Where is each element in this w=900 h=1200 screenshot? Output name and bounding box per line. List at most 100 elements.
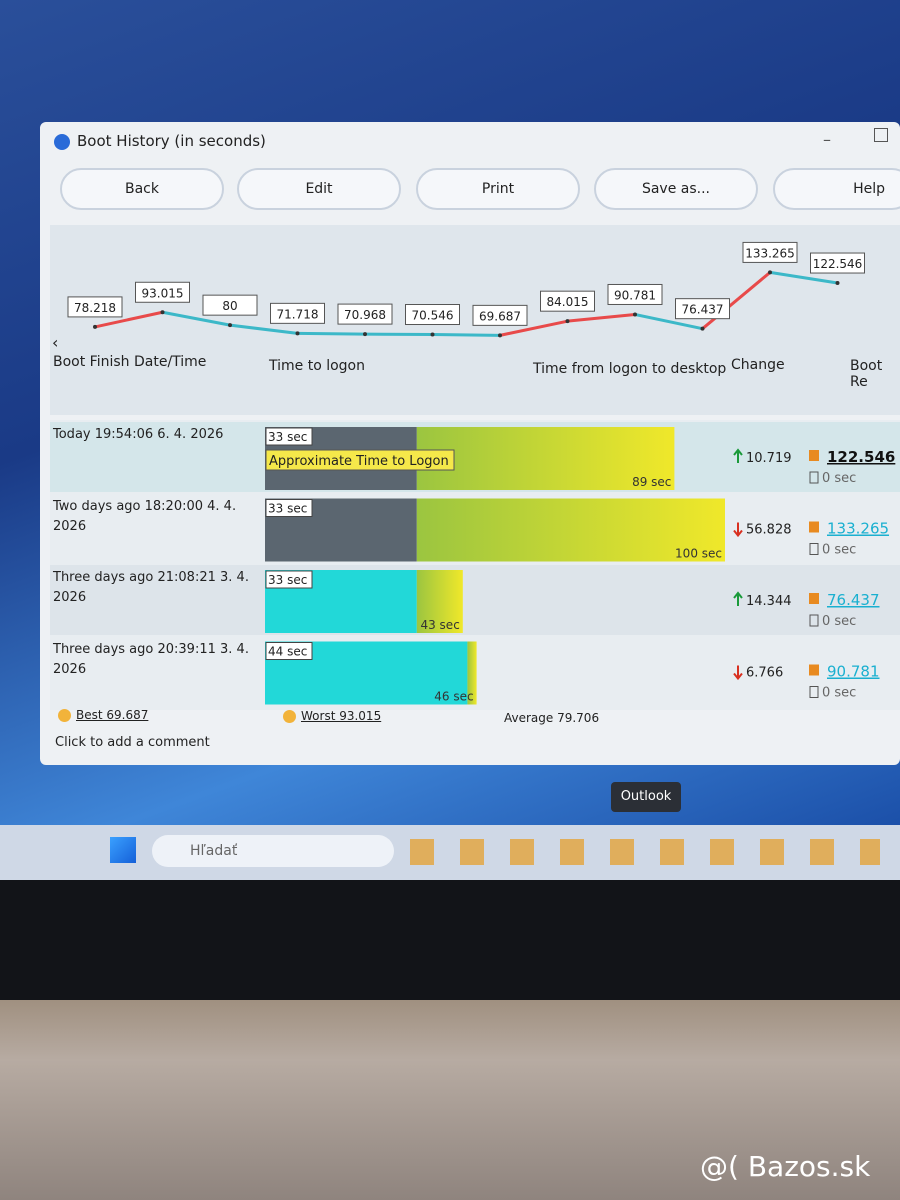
- total-label: 100 sec: [675, 547, 722, 561]
- minimize-button[interactable]: –: [823, 130, 831, 149]
- change-value: 6.766: [746, 666, 783, 681]
- history-label: 76.437: [682, 303, 724, 317]
- history-label: 78.218: [74, 301, 116, 315]
- save-button[interactable]: Save as...: [594, 168, 758, 210]
- taskbar-icons[interactable]: [410, 839, 880, 865]
- history-segment: [229, 323, 298, 335]
- history-label-box: [675, 298, 730, 320]
- logon-label: 44 sec: [268, 645, 307, 659]
- average: Average 79.706: [504, 711, 600, 725]
- arrow-up: [733, 591, 743, 606]
- history-point: [565, 319, 570, 324]
- hourglass-icon: [809, 614, 819, 627]
- history-label: 80: [222, 299, 237, 313]
- history-label: 93.015: [142, 286, 184, 300]
- history-point: [498, 333, 502, 338]
- extra-value: 0 sec: [822, 686, 856, 701]
- best-link[interactable]: Best 69.687: [76, 708, 149, 722]
- history-segment: [769, 270, 838, 285]
- search-box[interactable]: Hľadať: [152, 835, 394, 867]
- taskbar: Hľadať: [0, 825, 900, 880]
- total-label: 89 sec: [632, 475, 671, 489]
- history-segment: [94, 310, 163, 329]
- help-button[interactable]: Help: [773, 168, 900, 210]
- column-header: Time from logon to desktop: [533, 361, 727, 377]
- history-label-box: [270, 302, 325, 324]
- edit-button[interactable]: Edit: [237, 168, 401, 210]
- logon-label-box: [265, 499, 313, 517]
- change-value: 56.828: [746, 523, 792, 538]
- taskbar-tooltip: Outlook: [611, 782, 681, 812]
- total-label: 46 sec: [434, 690, 473, 704]
- history-label-box: [67, 296, 123, 318]
- tooltip-box: [265, 449, 455, 471]
- column-header: Change: [731, 357, 785, 373]
- tooltip: Approximate Time to Logon: [269, 454, 449, 469]
- extra-value: 0 sec: [822, 614, 856, 629]
- history-label-box: [607, 283, 663, 305]
- boot-value[interactable]: 133.265: [827, 520, 889, 538]
- boot-value[interactable]: 76.437: [827, 591, 880, 609]
- logon-label: 33 sec: [268, 573, 307, 587]
- row-date: Three days ago 21:08:21 3. 4. 2026: [53, 570, 249, 605]
- history-segment: [567, 312, 636, 323]
- trophy-icon: [809, 664, 819, 676]
- history-label: 122.546: [813, 257, 863, 271]
- start-button[interactable]: [110, 837, 136, 863]
- history-segment: [162, 310, 231, 327]
- scroll-left[interactable]: ‹: [52, 333, 59, 352]
- history-label-box: [742, 241, 798, 263]
- arrow-down: [733, 522, 743, 538]
- history-point: [93, 324, 97, 329]
- history-point: [228, 323, 232, 328]
- extra-value: 0 sec: [822, 543, 856, 558]
- logon-label-box: [265, 642, 313, 660]
- history-point: [768, 270, 772, 275]
- worst-link[interactable]: Worst 93.015: [301, 709, 382, 723]
- history-segment: [432, 333, 501, 337]
- desktop-bar: [467, 641, 477, 705]
- row-background: [50, 565, 900, 635]
- change-value: 14.344: [746, 594, 792, 609]
- history-label: 84.015: [547, 295, 589, 309]
- hourglass-icon: [809, 543, 819, 555]
- watermark: @( Bazos.sk: [700, 1150, 871, 1183]
- history-segment: [701, 271, 771, 330]
- logon-label: 33 sec: [268, 502, 307, 516]
- history-label-box: [810, 252, 865, 274]
- history-label: 69.687: [479, 309, 521, 323]
- maximize-button[interactable]: [874, 128, 888, 142]
- row-date: Three days ago 20:39:11 3. 4. 2026: [53, 641, 249, 677]
- history-segment: [499, 319, 568, 337]
- history-label: 71.718: [277, 307, 319, 321]
- history-segment: [297, 331, 366, 336]
- desktop-bar: [416, 427, 675, 490]
- extra-value: 0 sec: [822, 471, 856, 486]
- history-label-box: [135, 281, 190, 303]
- logon-label-box: [265, 427, 313, 446]
- hourglass-icon: [809, 686, 819, 698]
- history-label-box: [472, 304, 528, 326]
- history-label-box: [337, 303, 393, 325]
- history-point: [295, 331, 300, 336]
- history-point: [700, 326, 705, 331]
- row-date: Two days ago 18:20:00 4. 4. 2026: [53, 498, 237, 534]
- history-label: 133.265: [745, 246, 795, 260]
- history-label-box: [202, 294, 258, 316]
- boot-value[interactable]: 90.781: [827, 663, 880, 681]
- trophy-icon: [809, 521, 819, 533]
- back-button[interactable]: Back: [60, 168, 224, 210]
- arrow-up: [733, 448, 743, 463]
- history-point: [430, 332, 435, 337]
- best-icon: [58, 709, 71, 722]
- column-header: Boot Re: [850, 358, 883, 390]
- column-header: Boot Finish Date/Time: [53, 354, 207, 370]
- print-button[interactable]: Print: [416, 168, 580, 210]
- boot-value[interactable]: 122.546: [827, 448, 895, 466]
- history-point: [363, 332, 367, 337]
- comment-link[interactable]: Click to add a comment: [55, 735, 210, 750]
- hourglass-icon: [809, 471, 819, 484]
- logon-label-box: [265, 570, 313, 589]
- bezel: [0, 880, 900, 1000]
